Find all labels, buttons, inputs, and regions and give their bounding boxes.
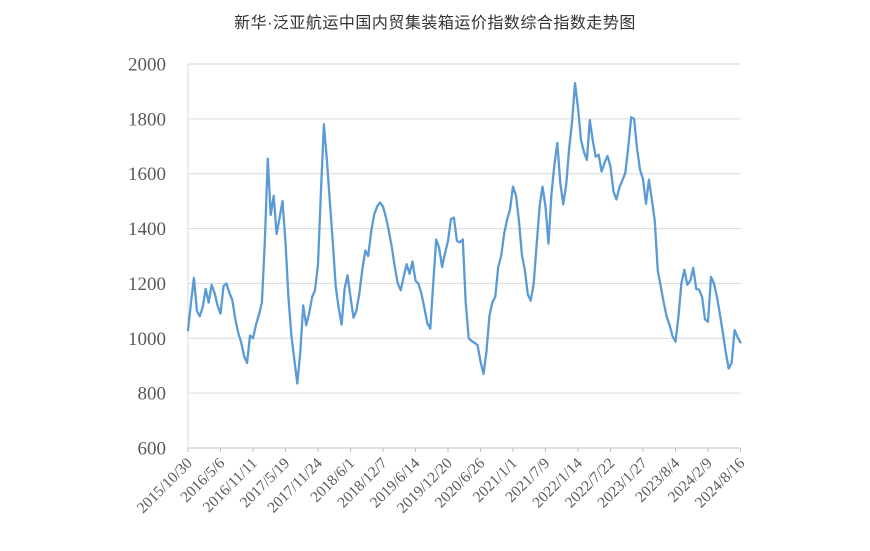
y-axis-tick-label: 1000 xyxy=(128,329,166,350)
y-axis-tick-label: 1200 xyxy=(128,274,166,295)
y-axis-tick-label: 1600 xyxy=(128,164,166,185)
x-axis-labels: 2015/10/302016/5/62016/11/112017/5/19201… xyxy=(134,455,749,517)
y-axis-tick-label: 2000 xyxy=(128,55,166,76)
y-axis-tick-label: 1800 xyxy=(128,109,166,130)
gridlines xyxy=(188,63,741,394)
y-axis-tick-label: 800 xyxy=(138,384,167,405)
y-axis-tick-label: 1400 xyxy=(128,219,166,240)
series-line xyxy=(186,82,742,385)
chart-title: 新华·泛亚航运中国内贸集装箱运价指数综合指数走势图 xyxy=(234,15,636,32)
axes xyxy=(187,64,741,452)
y-axis-labels: 600 800 1000 1200 1400 1600 1800 2000 xyxy=(128,55,166,460)
y-axis-tick-label: 600 xyxy=(138,439,167,460)
